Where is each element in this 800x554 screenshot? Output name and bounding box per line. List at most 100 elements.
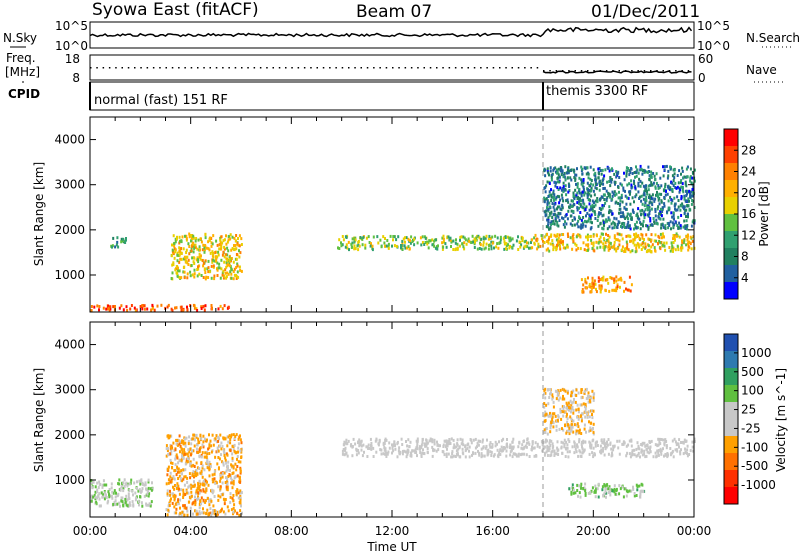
velocity-cbar-swatch — [724, 385, 738, 403]
vel-echo-cell — [211, 473, 214, 477]
vel-echo-cell — [182, 442, 185, 446]
power-echo-cell — [640, 199, 643, 203]
vel-echo-cell — [448, 438, 451, 441]
vel-echo-cell — [236, 465, 239, 468]
power-echo-cell — [623, 178, 626, 182]
power-echo-cell — [190, 249, 193, 253]
vel-echo-cell — [608, 485, 611, 489]
power-echo-cell — [225, 275, 228, 279]
power-echo-cell — [537, 242, 540, 246]
power-echo-cell — [540, 234, 543, 238]
power-echo-cell — [237, 237, 239, 240]
power-echo-cell — [561, 216, 563, 220]
power-echo-cell — [631, 196, 634, 200]
power-echo-cell — [641, 233, 644, 237]
vel-echo-cell — [355, 453, 358, 457]
vel-echo-cell — [213, 470, 216, 474]
vel-echo-cell — [557, 391, 560, 395]
freq-dot — [285, 67, 287, 69]
power-echo-cell — [670, 227, 672, 231]
power-echo-cell — [166, 305, 169, 309]
power-echo-cell — [617, 278, 620, 282]
vel-echo-cell — [175, 442, 178, 446]
power-echo-cell — [667, 222, 670, 226]
power-echo-cell — [554, 219, 557, 223]
vel-echo-cell — [581, 451, 584, 455]
power-echo-cell — [194, 239, 197, 243]
power-echo-cell — [591, 276, 594, 280]
power-echo-cell — [505, 244, 508, 248]
power-echo-cell — [650, 183, 653, 187]
vel-echo-cell — [631, 452, 634, 456]
power-echo-cell — [555, 196, 558, 200]
power-echo-cell — [639, 227, 642, 231]
vel-echo-cell — [177, 502, 180, 506]
power-echo-cell — [671, 249, 674, 253]
power-echo-cell — [557, 241, 560, 245]
vel-echo-cell — [184, 475, 187, 479]
power-echo-cell — [188, 245, 191, 248]
vel-echo-cell — [147, 503, 150, 507]
vel-echo-cell — [238, 501, 241, 504]
vel-echo-cell — [658, 437, 661, 441]
power-echo-cell — [623, 249, 626, 253]
vel-echo-cell — [215, 440, 218, 444]
vel-echo-cell — [591, 416, 594, 420]
power-echo-cell — [179, 257, 182, 261]
vel-echo-cell — [563, 405, 565, 409]
power-echo-cell — [592, 168, 595, 172]
power-echo-cell — [626, 212, 629, 216]
power-echo-cell — [178, 275, 181, 279]
power-echo-cell — [588, 282, 591, 286]
power-echo-cell — [202, 276, 205, 279]
vel-echo-cell — [587, 395, 590, 399]
vel-echo-cell — [582, 487, 585, 490]
power-echo-cell — [579, 211, 582, 214]
vel-echo-cell — [618, 484, 621, 488]
power-echo-cell — [607, 166, 609, 170]
vel-echo-cell — [237, 460, 240, 464]
power-echo-cell — [174, 240, 177, 244]
vel-echo-cell — [129, 481, 132, 485]
power-echo-cell — [174, 268, 177, 272]
power-echo-cell — [633, 200, 635, 204]
power-echo-cell — [601, 195, 604, 199]
vel-echo-cell — [183, 504, 186, 508]
power-echo-cell — [629, 190, 632, 194]
vel-echo-cell — [641, 441, 644, 445]
power-echo-cell — [116, 240, 119, 244]
power-echo-cell — [627, 248, 630, 252]
power-echo-cell — [186, 308, 189, 312]
power-echo-cell — [561, 204, 564, 208]
power-echo-cell — [689, 235, 692, 239]
vel-echo-cell — [414, 447, 417, 451]
power-echo-cell — [560, 193, 563, 197]
power-echo-cell — [647, 227, 650, 231]
vel-echo-cell — [212, 480, 215, 484]
power-echo-cell — [557, 173, 560, 177]
vel-echo-cell — [104, 491, 107, 495]
vel-echo-cell — [579, 454, 582, 458]
power-echo-cell — [178, 235, 181, 239]
power-echo-cell — [151, 303, 154, 307]
power-echo-cell — [616, 226, 619, 229]
vel-echo-cell — [208, 503, 211, 507]
power-echo-cell — [594, 178, 597, 182]
power-echo-cell — [663, 235, 665, 239]
vel-echo-cell — [205, 512, 208, 516]
power-echo-cell — [219, 237, 222, 240]
vel-echo-cell — [222, 436, 225, 440]
power-echo-cell — [419, 236, 422, 240]
power-echo-cell — [528, 246, 530, 250]
power-echo-cell — [599, 211, 602, 215]
power-echo-cell — [592, 241, 595, 245]
vel-echo-cell — [219, 485, 222, 489]
power-echo-cell — [608, 225, 611, 229]
power-echo-cell — [551, 216, 554, 219]
vel-echo-cell — [592, 396, 595, 400]
vel-echo-cell — [472, 438, 475, 442]
power-echo-cell — [426, 242, 429, 246]
vel-echo-cell — [563, 397, 566, 401]
power-echo-cell — [616, 172, 618, 176]
power-echo-cell — [482, 240, 485, 244]
